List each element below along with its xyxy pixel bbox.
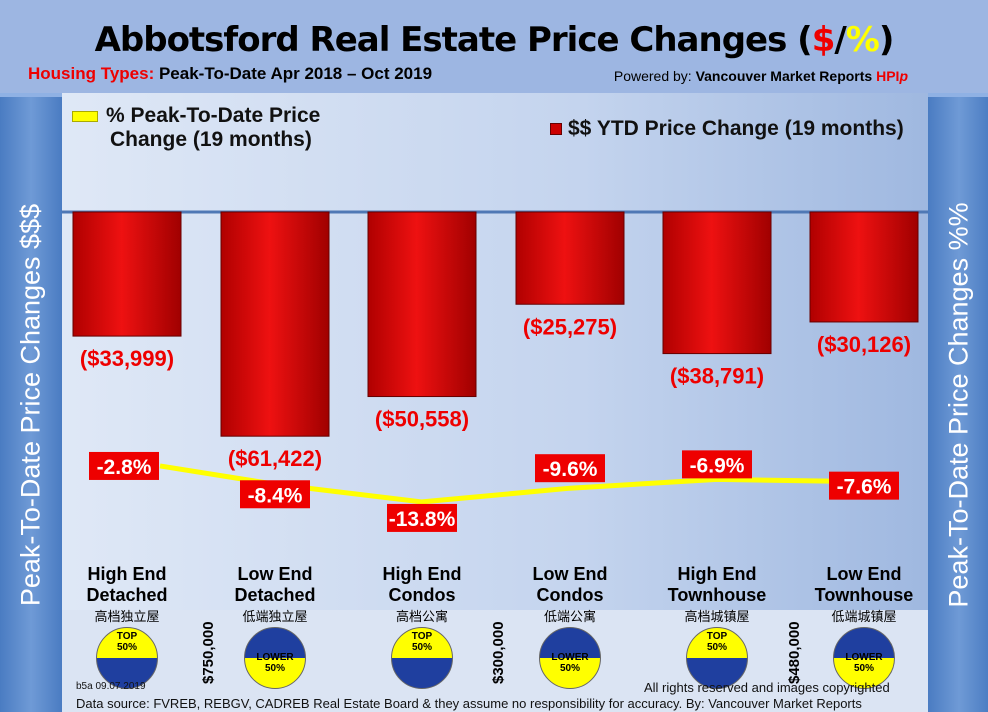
bar-2 bbox=[367, 211, 477, 398]
category-name: Low End Detached bbox=[234, 564, 316, 605]
badge-top-text: TOP bbox=[411, 631, 433, 642]
bar-3 bbox=[515, 211, 625, 305]
top-50-badge: TOP 50% bbox=[96, 627, 158, 689]
badge-bottom-text: 50% bbox=[559, 663, 580, 674]
pct-label-box-4 bbox=[682, 450, 752, 479]
badge-bottom-text: 50% bbox=[853, 663, 874, 674]
bar-0 bbox=[72, 211, 182, 337]
lower-50-badge: LOWER 50% bbox=[244, 627, 306, 689]
badge-bottom-text: 50% bbox=[706, 642, 727, 653]
pct-label-box-2 bbox=[387, 503, 457, 532]
category-name-cn: 低端城镇屋 bbox=[831, 609, 897, 624]
category-name-cn: 低端公寓 bbox=[543, 609, 596, 624]
legend-bar: $$ YTD Price Change (19 months) bbox=[550, 117, 904, 141]
badge-top-text: TOP bbox=[706, 631, 728, 642]
price-threshold: $300,000 bbox=[490, 621, 507, 684]
pct-label-box-3 bbox=[535, 454, 605, 483]
lower-50-badge: LOWER 50% bbox=[539, 627, 601, 689]
category-name: High End Detached bbox=[86, 564, 168, 605]
bar-4 bbox=[662, 211, 772, 355]
badge-top-text: LOWER bbox=[256, 652, 294, 663]
price-threshold: $480,000 bbox=[786, 621, 803, 684]
badge-top-text: LOWER bbox=[551, 652, 589, 663]
bar-label-5: ($30,126) bbox=[817, 332, 911, 357]
legend-line-swatch bbox=[72, 111, 98, 122]
category-label: High End Condos 高档公寓 bbox=[352, 564, 492, 627]
bar-5 bbox=[809, 211, 919, 323]
price-threshold: $750,000 bbox=[200, 621, 217, 684]
top-50-badge: TOP 50% bbox=[391, 627, 453, 689]
version-label: b5a 09.07.2019 bbox=[76, 681, 146, 692]
pct-label-1: -8.4% bbox=[248, 484, 303, 507]
source-label: Data source: FVREB, REBGV, CADREB Real E… bbox=[76, 696, 862, 711]
badge-bottom-text: 50% bbox=[411, 642, 432, 653]
category-strip bbox=[62, 610, 928, 712]
category-label: Low End Detached 低端独立屋 bbox=[205, 564, 345, 627]
category-label: High End Detached 高档独立屋 bbox=[57, 564, 197, 627]
category-name: High End Townhouse bbox=[667, 564, 767, 605]
bar-1 bbox=[220, 211, 330, 437]
lower-50-badge: LOWER 50% bbox=[833, 627, 895, 689]
left-axis-panel: Peak-To-Date Price Changes $$$ bbox=[0, 93, 62, 712]
pct-label-5: -7.6% bbox=[837, 476, 892, 499]
bar-label-3: ($25,275) bbox=[523, 314, 617, 339]
bar-label-2: ($50,558) bbox=[375, 407, 469, 432]
plot-area bbox=[62, 93, 928, 610]
category-name-cn: 高档独立屋 bbox=[94, 609, 160, 624]
chart-title: Abbotsford Real Estate Price Changes ($/… bbox=[94, 20, 895, 60]
pct-label-4: -6.9% bbox=[690, 454, 745, 477]
badge-bottom-text: 50% bbox=[264, 663, 285, 674]
category-name-cn: 高档城镇屋 bbox=[684, 609, 750, 624]
category-name: Low End Townhouse bbox=[814, 564, 914, 605]
category-name-cn: 低端独立屋 bbox=[242, 609, 308, 624]
powered-by: Powered by: Vancouver Market Reports HPI… bbox=[613, 68, 908, 84]
badge-top-text: LOWER bbox=[845, 652, 883, 663]
bar-label-4: ($38,791) bbox=[670, 364, 764, 389]
pct-label-box-5 bbox=[829, 471, 899, 500]
category-label: High End Townhouse 高档城镇屋 bbox=[647, 564, 787, 627]
category-name: Low End Condos bbox=[532, 564, 608, 605]
pct-label-0: -2.8% bbox=[97, 456, 152, 479]
pct-label-3: -9.6% bbox=[543, 458, 598, 481]
legend-line: % Peak-To-Date Price Change (19 months) bbox=[72, 104, 320, 152]
category-name-cn: 高档公寓 bbox=[395, 609, 448, 624]
top-50-badge: TOP 50% bbox=[686, 627, 748, 689]
category-label: Low End Condos 低端公寓 bbox=[500, 564, 640, 627]
badge-bottom-text: 50% bbox=[116, 642, 137, 653]
category-name: High End Condos bbox=[382, 564, 462, 605]
bar-label-1: ($61,422) bbox=[228, 446, 322, 471]
pct-label-box-1 bbox=[240, 480, 310, 509]
pct-label-2: -13.8% bbox=[389, 508, 456, 531]
badge-top-text: TOP bbox=[116, 631, 138, 642]
bar-label-0: ($33,999) bbox=[80, 346, 174, 371]
right-axis-panel: Peak-To-Date Price Changes %% bbox=[928, 93, 988, 712]
pct-label-box-0 bbox=[89, 451, 159, 480]
subtitle: Housing Types: Peak-To-Date Apr 2018 – O… bbox=[28, 64, 433, 83]
rights-label: All rights reserved and images copyright… bbox=[644, 680, 890, 695]
legend-bar-swatch bbox=[550, 123, 562, 135]
category-label: Low End Townhouse 低端城镇屋 bbox=[794, 564, 934, 627]
